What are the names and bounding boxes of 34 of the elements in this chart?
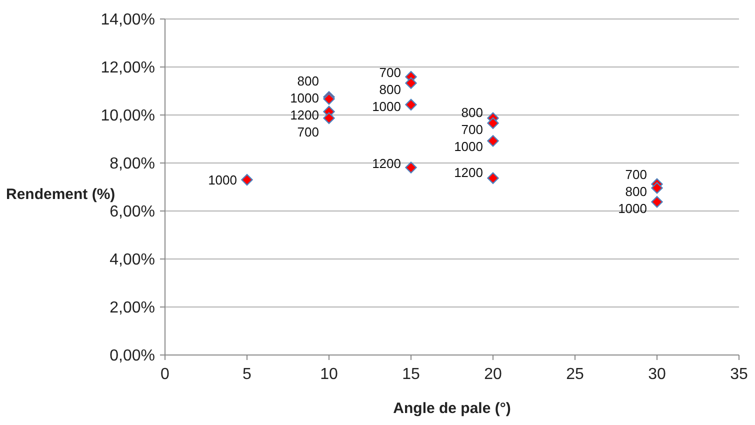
annotation: 700 [297,124,319,140]
annotation: 700 [625,166,647,182]
annotation: 800 [625,184,647,199]
x-tick-label: 35 [730,366,748,383]
annotation: 1200 [372,156,401,171]
y-tick-label: 0,00% [110,348,155,365]
y-tick-label: 12,00% [100,60,155,77]
annotation: 700 [461,122,483,137]
x-tick-label: 15 [402,366,420,383]
annotation: 1000 [454,138,483,154]
y-tick-label: 2,00% [110,300,155,317]
annotation: 1000 [618,200,647,216]
x-axis-title: Angle de pale (°) [393,400,511,417]
annotation: 700 [379,65,401,80]
x-tick-label: 10 [320,366,338,383]
x-tick-label: 30 [648,366,666,383]
y-axis-title: Rendement (%) [6,186,116,203]
annotation: 1200 [290,107,319,122]
y-tick-label: 4,00% [110,252,155,269]
y-tick-label: 14,00% [100,12,155,29]
x-tick-label: 20 [484,366,502,383]
y-tick-label: 8,00% [110,156,155,173]
annotation: 800 [379,82,401,98]
annotation: 800 [297,73,319,88]
annotation: 1000 [290,90,319,106]
x-tick-label: 0 [160,366,170,383]
annotation: 1000 [208,172,237,188]
annotation: 800 [461,104,483,120]
x-tick-label: 5 [242,366,252,383]
annotation: 1000 [372,99,401,114]
annotation: 1200 [454,164,483,180]
y-tick-label: 10,00% [100,108,155,125]
x-tick-label: 25 [566,366,584,383]
y-tick-label: 6,00% [110,204,155,221]
